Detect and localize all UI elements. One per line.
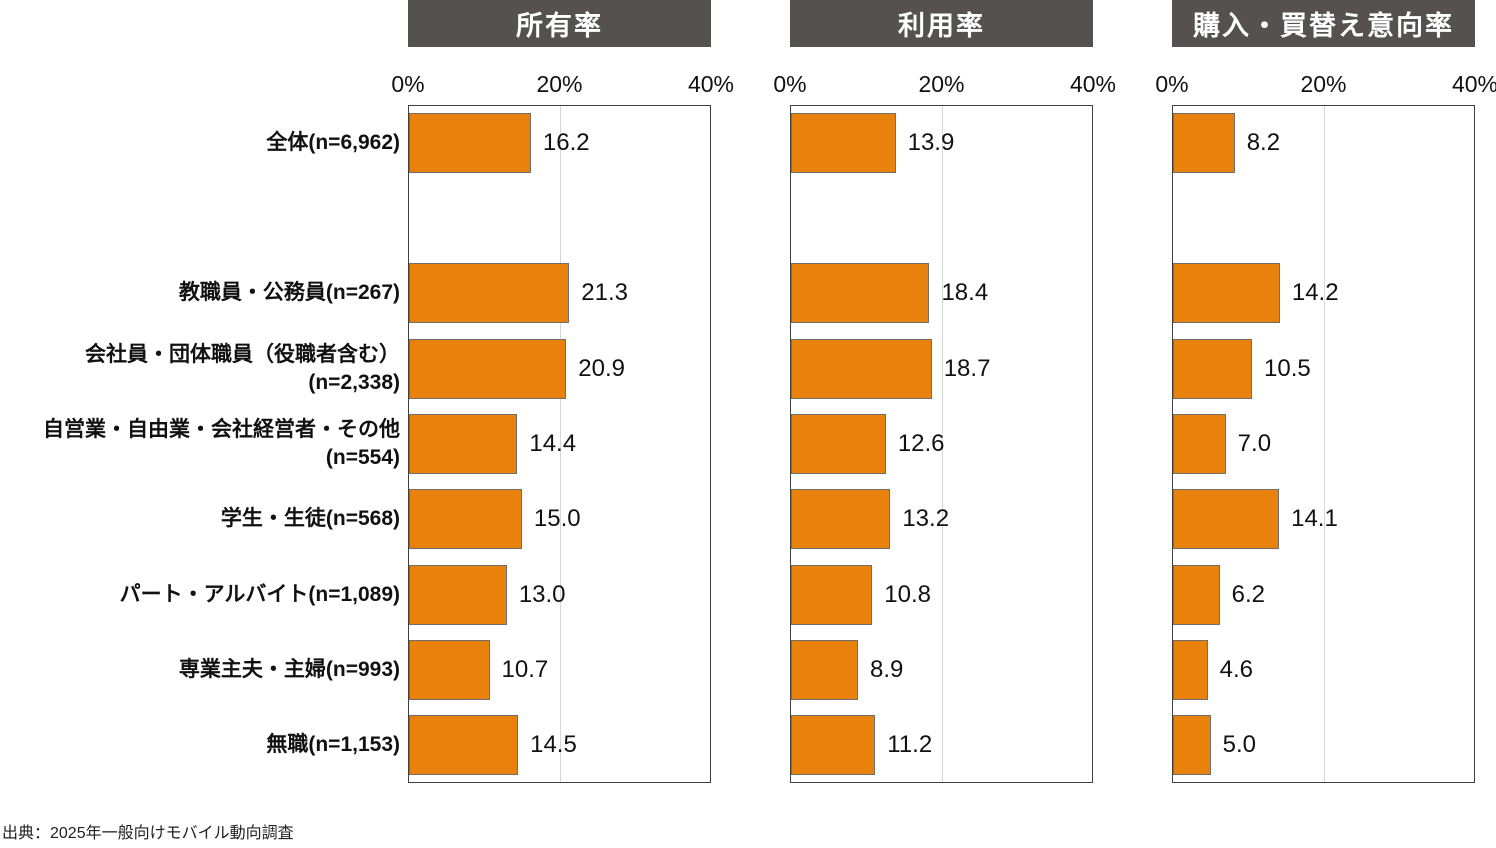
gridline-20-percent [1323, 106, 1325, 782]
axis-tick-label: 40% [1451, 71, 1496, 97]
value-label: 21.3 [581, 279, 628, 307]
axis-tick-label: 0% [391, 71, 425, 97]
value-label: 14.5 [530, 731, 577, 759]
bar [791, 338, 932, 399]
value-label: 5.0 [1222, 731, 1256, 759]
value-label: 10.8 [884, 580, 931, 608]
value-label: 14.1 [1291, 505, 1338, 533]
value-label: 8.9 [869, 656, 904, 683]
bar [791, 112, 896, 173]
gridline-20-percent [559, 106, 561, 782]
bar [791, 263, 930, 324]
bar [791, 564, 873, 625]
source-note: 出典：2025年一般向けモバイル動向調査 [2, 825, 294, 842]
value-label: 14.2 [1291, 279, 1339, 307]
axis-tick-label: 0% [773, 71, 807, 97]
bar [1173, 640, 1208, 700]
bar [1173, 263, 1280, 324]
bar [791, 715, 876, 776]
bar [409, 489, 522, 550]
axis-tick-label: 0% [1155, 71, 1189, 97]
value-label: 15.0 [533, 505, 581, 533]
category-label-line: 学生・生徒(n=568) [220, 507, 400, 531]
panel-title-usage-rate: 利用率 [790, 0, 1093, 47]
panel-title-ownership-rate: 所有率 [408, 0, 711, 47]
value-label: 13.0 [518, 580, 566, 608]
category-label: 学生・生徒(n=568) [4, 482, 400, 557]
bar [409, 338, 567, 399]
value-label: 11.2 [887, 731, 933, 759]
value-label: 6.2 [1231, 580, 1266, 608]
category-label: 無職(n=1,153) [4, 708, 400, 783]
category-label-line: 自営業・自由業・会社経営者・その他 [43, 418, 400, 442]
category-label: パート・アルバイト(n=1,089) [4, 557, 400, 632]
value-label: 10.5 [1264, 354, 1311, 382]
bar [409, 263, 570, 324]
bar [1173, 112, 1235, 173]
value-label: 12.6 [897, 430, 945, 457]
value-label: 8.2 [1246, 128, 1281, 156]
bar [1173, 489, 1280, 550]
bar [1173, 564, 1220, 625]
axis-tick-label: 20% [536, 71, 583, 97]
category-label-line: 会社員・団体職員（役職者含む） [85, 342, 400, 366]
category-label-line: 専業主夫・主婦(n=993) [178, 658, 400, 682]
category-label: 専業主夫・主婦(n=993) [4, 632, 400, 707]
axis-tick-label: 20% [1300, 71, 1347, 97]
category-label-line: 教職員・公務員(n=267) [178, 281, 400, 305]
value-label: 18.4 [941, 279, 989, 307]
gridline-20-percent [941, 106, 943, 782]
value-label: 13.2 [902, 505, 950, 533]
axis-tick-label: 40% [1069, 71, 1117, 97]
category-label-line: パート・アルバイト(n=1,089) [119, 582, 400, 606]
bar [1173, 715, 1211, 776]
category-label-line: (n=2,338) [308, 370, 400, 394]
bar [409, 640, 490, 700]
category-label: 自営業・自由業・会社経営者・その他 (n=554) [4, 406, 400, 481]
value-label: 7.0 [1237, 430, 1272, 457]
value-label: 20.9 [578, 354, 625, 382]
bar [409, 112, 531, 173]
value-label: 10.7 [501, 656, 549, 683]
category-label-line: (n=554) [325, 445, 400, 469]
axis-tick-label: 20% [918, 71, 965, 97]
axis-tick-label: 40% [687, 71, 735, 97]
bar [409, 715, 519, 776]
category-label: 会社員・団体職員（役職者含む） (n=2,338) [4, 331, 400, 406]
bar [1173, 338, 1252, 399]
panel-title-purchase-intent-rate: 購入・買替え意向率 [1172, 0, 1475, 47]
category-label-line: 無職(n=1,153) [266, 733, 400, 757]
bar [1173, 414, 1226, 474]
category-label-line: 全体(n=6,962) [266, 130, 400, 154]
category-label: 全体(n=6,962) [4, 105, 400, 180]
bar [791, 489, 891, 550]
value-label: 16.2 [542, 128, 590, 156]
plot-area: 13.9 18.4 18.7 12.6 13.2 10.8 8.9 11.2 [790, 105, 1093, 783]
value-label: 18.7 [943, 354, 991, 382]
bar [791, 640, 858, 700]
category-label: 教職員・公務員(n=267) [4, 256, 400, 331]
value-label: 4.6 [1219, 656, 1253, 683]
value-label: 13.9 [907, 128, 955, 156]
bar [409, 564, 507, 625]
value-label: 14.4 [529, 430, 577, 457]
plot-area: 8.2 14.2 10.5 7.0 14.1 6.2 4.6 5.0 [1172, 105, 1475, 783]
bar [409, 414, 518, 474]
plot-area: 16.2 21.3 20.9 14.4 15.0 13.0 10.7 14.5 [408, 105, 711, 783]
bar [791, 414, 886, 474]
